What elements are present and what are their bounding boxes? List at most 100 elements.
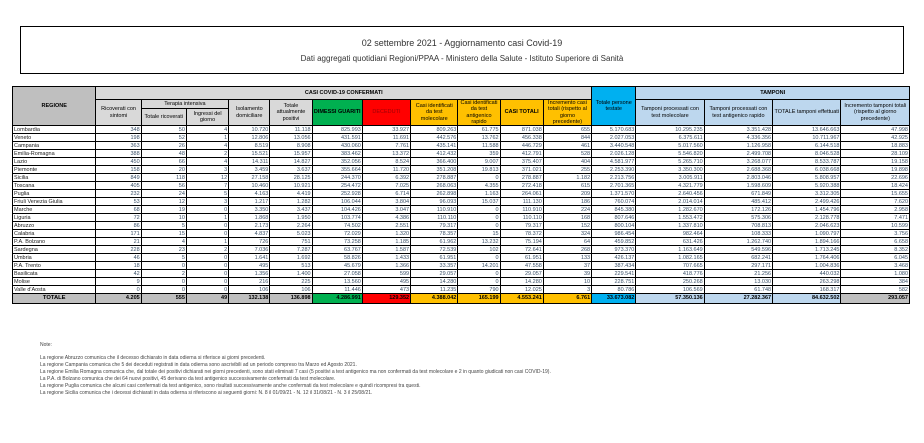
value-cell: 13.646.663	[772, 125, 842, 135]
value-cell: 106.569	[635, 285, 705, 295]
value-cell: 1.433	[361, 253, 412, 263]
value-cell: 461	[542, 141, 593, 151]
value-cell: 18.424	[840, 181, 910, 191]
value-cell: 3.350	[228, 205, 271, 215]
column-header-casi-totali: CASI TOTALI	[499, 98, 544, 127]
value-cell: 495	[228, 261, 271, 271]
value-cell: 844	[542, 133, 593, 143]
value-cell: 3.351.428	[703, 125, 774, 135]
group-header-terapia-intensiva: Terapia intensiva	[140, 98, 230, 110]
value-cell: 1.126.958	[703, 141, 774, 151]
value-cell: 707.665	[635, 261, 705, 271]
value-cell: 72.539	[410, 245, 459, 255]
value-cell: 228	[95, 245, 142, 255]
value-cell: 2.701.365	[591, 181, 637, 191]
value-cell: 2.499.708	[703, 149, 774, 159]
note-item: La regione Sicilia comunica che i decess…	[40, 390, 373, 396]
table-row: Calabria 171 15 0 4.837 5.023 72.029 1.320 78.35…	[11, 229, 910, 239]
value-cell: 39	[542, 269, 593, 279]
value-cell: 6.761	[542, 293, 593, 305]
column-header-isolamento: Isolamento domiciliare	[228, 98, 271, 127]
value-cell: 11.446	[311, 285, 363, 295]
value-cell: 13.560	[311, 277, 363, 287]
value-cell: 3	[185, 197, 230, 207]
column-header-totale-positivi: Totale attualmente positivi	[269, 98, 313, 127]
value-cell: 58.826	[311, 253, 363, 263]
value-cell: 1.282.670	[635, 205, 705, 215]
value-cell: 0	[457, 205, 501, 215]
total-row: TOTALE 4.205 555 49 132.138 136.898 4.286.991 1…	[11, 293, 910, 305]
value-cell: 158	[95, 165, 142, 175]
value-cell: 48	[140, 149, 187, 159]
value-cell: 528	[542, 149, 593, 159]
value-cell: 1.587	[361, 245, 412, 255]
value-cell: 37	[542, 261, 593, 271]
value-cell: 108.333	[703, 229, 774, 239]
value-cell: 33.357	[410, 261, 459, 271]
value-cell: 363	[95, 141, 142, 151]
value-cell: 10.711.967	[772, 133, 842, 143]
value-cell: 57.350.136	[635, 293, 705, 305]
value-cell: 63.767	[311, 245, 363, 255]
value-cell: 4.205	[95, 293, 142, 305]
value-cell: 50	[140, 125, 187, 135]
value-cell: 110.910	[410, 205, 459, 215]
bulletin-subtitle: Dati aggregati quotidiani Regioni/PPAA -…	[300, 53, 624, 63]
value-cell: 198	[95, 133, 142, 143]
value-cell: 383.462	[311, 149, 363, 159]
region-name-cell: Campania	[11, 141, 97, 151]
value-cell: 549.596	[703, 245, 774, 255]
region-name-cell: Molise	[11, 277, 97, 287]
value-cell: 6.144.518	[772, 141, 842, 151]
value-cell: 351.208	[410, 165, 459, 175]
value-cell: 0	[185, 277, 230, 287]
value-cell: 0	[95, 285, 142, 295]
value-cell: 12.025	[499, 285, 544, 295]
value-cell: 446.729	[499, 141, 544, 151]
region-name-cell: Marche	[11, 205, 97, 215]
value-cell: 14.280	[499, 277, 544, 287]
region-name-cell: Toscana	[11, 181, 97, 191]
value-cell: 8.046.528	[772, 149, 842, 159]
column-header-totale-ricoverati: Totale ricoverati	[140, 108, 187, 127]
value-cell: 4.321.779	[635, 181, 705, 191]
value-cell: 24	[140, 189, 187, 199]
note-item: La regione Abruzzo comunica che il deces…	[40, 355, 266, 361]
value-cell: 412.791	[499, 149, 544, 159]
value-cell: 418.776	[635, 269, 705, 279]
value-cell: 2.128.778	[772, 213, 842, 223]
value-cell: 871.038	[499, 125, 544, 135]
value-cell: 5	[185, 189, 230, 199]
value-cell: 1.553.472	[635, 213, 705, 223]
value-cell: 45.679	[311, 261, 363, 271]
table-row: Valle d'Aosta 0 0 0 106 106 11.446 473 11.235 790…	[11, 285, 910, 295]
value-cell: 4.336.356	[703, 133, 774, 143]
region-name-cell: Liguria	[11, 213, 97, 223]
value-cell: 15	[457, 229, 501, 239]
table-body: Lombardia 348 50 4 10.720 11.118 825.993 33.927…	[11, 125, 910, 305]
value-cell: 582	[840, 285, 910, 295]
value-cell: 118	[140, 173, 187, 183]
value-cell: 47.558	[499, 261, 544, 271]
value-cell: 387.434	[591, 261, 637, 271]
region-name-cell: Sicilia	[11, 173, 97, 183]
value-cell: 209	[542, 189, 593, 199]
table-row: Emilia-Romagna 388 48 2 15.521 15.957 383.462 1…	[11, 149, 910, 159]
value-cell: 9.007	[457, 157, 501, 167]
value-cell: 7.287	[269, 245, 313, 255]
value-cell: 47.998	[840, 125, 910, 135]
value-cell: 6.375.611	[635, 133, 705, 143]
value-cell: 19.158	[840, 157, 910, 167]
value-cell: 13.232	[457, 237, 501, 247]
value-cell: 61.951	[499, 253, 544, 263]
value-cell: 19	[140, 205, 187, 215]
region-name-cell: P.A. Bolzano	[11, 237, 97, 247]
value-cell: 2.014.014	[635, 197, 705, 207]
value-cell: 14.280	[410, 277, 459, 287]
value-cell: 352.056	[311, 157, 363, 167]
value-cell: 0	[185, 269, 230, 279]
region-name-cell: TOTALE	[11, 293, 97, 305]
value-cell: 3	[185, 165, 230, 175]
value-cell: 78.357	[410, 229, 459, 239]
notes-title: Note:	[40, 342, 52, 348]
